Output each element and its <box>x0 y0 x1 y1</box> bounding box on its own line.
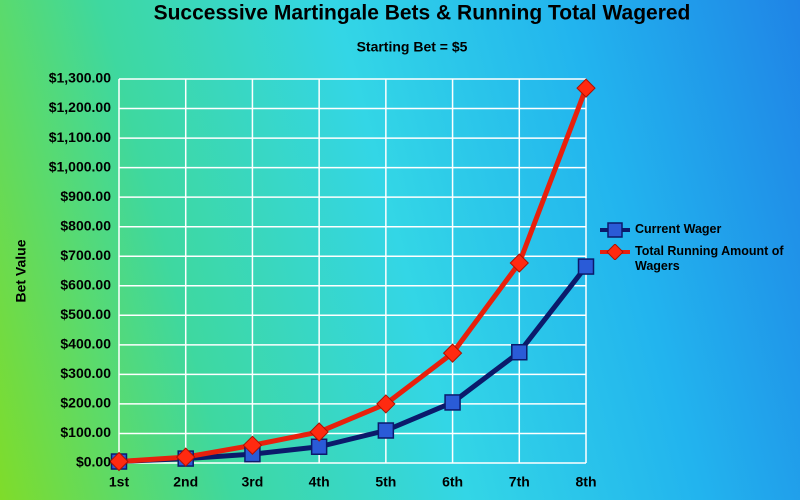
y-tick-label: $300.00 <box>60 365 111 381</box>
marker <box>509 253 529 273</box>
y-tick-label: $600.00 <box>60 276 111 292</box>
legend: Current Wager Total Running Amount of Wag… <box>598 222 798 280</box>
y-tick-label: $200.00 <box>60 395 111 411</box>
x-tick-label: 6th <box>442 474 463 490</box>
legend-item: Total Running Amount of Wagers <box>598 244 798 274</box>
y-tick-label: $0.00 <box>76 454 111 470</box>
marker <box>242 435 263 455</box>
x-tick-label: 1st <box>109 474 130 490</box>
marker <box>377 422 395 439</box>
legend-marker <box>607 222 623 238</box>
marker <box>511 343 528 361</box>
legend-swatch <box>600 244 630 260</box>
x-tick-label: 8th <box>576 474 597 490</box>
y-tick-label: $1,200.00 <box>49 99 111 115</box>
legend-label: Total Running Amount of Wagers <box>635 244 784 273</box>
series-line <box>118 87 589 465</box>
series-line <box>118 265 588 465</box>
y-tick-label: $400.00 <box>60 336 111 352</box>
y-tick-label: $1,100.00 <box>49 129 111 145</box>
y-tick-label: $1,300.00 <box>49 70 111 86</box>
y-tick-label: $1,000.00 <box>49 158 111 174</box>
x-tick-label: 7th <box>509 474 530 490</box>
legend-marker <box>606 244 624 260</box>
x-tick-label: 4th <box>309 474 330 490</box>
y-axis-label: Bet Value <box>13 239 29 302</box>
x-tick-label: 2nd <box>173 474 198 490</box>
marker <box>444 394 461 411</box>
x-tick-label: 5th <box>375 474 396 490</box>
marker <box>109 451 129 472</box>
marker <box>376 394 396 414</box>
legend-label: Current Wager <box>635 222 722 236</box>
y-tick-label: $900.00 <box>60 188 111 204</box>
legend-swatch <box>600 222 630 238</box>
y-tick-label: $800.00 <box>60 217 111 233</box>
x-tick-label: 3rd <box>242 474 264 490</box>
chart-subtitle: Starting Bet = $5 <box>357 39 468 55</box>
legend-item: Current Wager <box>598 222 798 238</box>
marker <box>309 422 329 442</box>
y-tick-label: $700.00 <box>60 247 111 263</box>
marker <box>577 258 595 275</box>
y-tick-label: $100.00 <box>60 424 111 440</box>
y-tick-label: $500.00 <box>60 306 111 322</box>
marker <box>176 447 196 467</box>
marker <box>576 78 596 98</box>
chart-title: Successive Martingale Bets & Running Tot… <box>154 2 691 25</box>
marker <box>442 343 463 363</box>
